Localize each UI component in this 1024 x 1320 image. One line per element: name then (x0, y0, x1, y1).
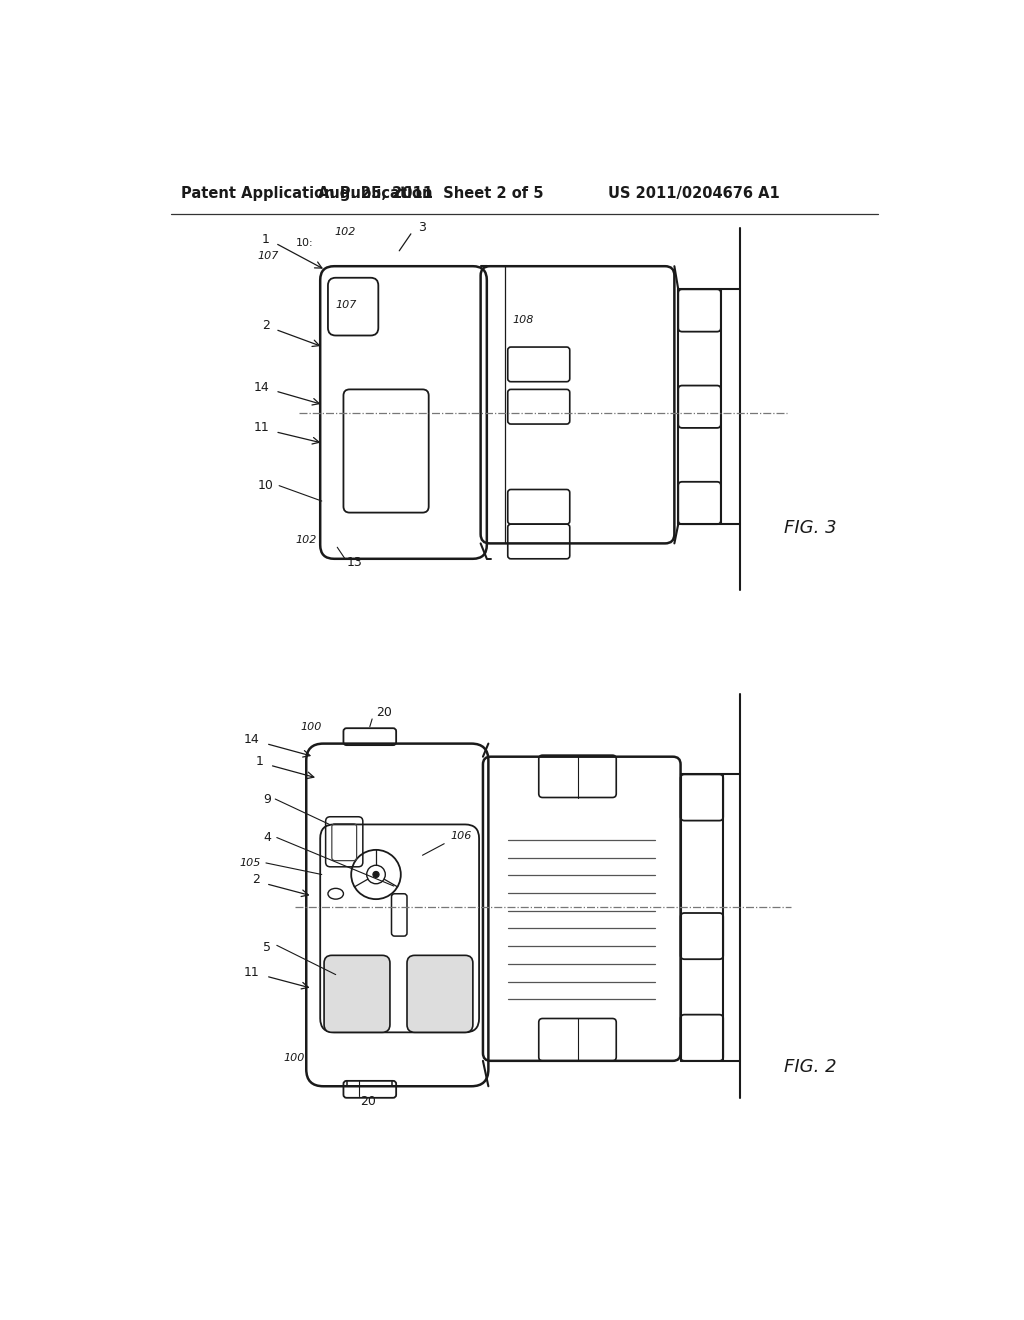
Text: 102: 102 (334, 227, 355, 236)
Text: 2: 2 (252, 874, 260, 887)
FancyBboxPatch shape (407, 956, 473, 1032)
Text: 20: 20 (376, 706, 392, 719)
Text: 14: 14 (244, 733, 260, 746)
Text: 105: 105 (240, 858, 261, 869)
Text: 106: 106 (451, 832, 472, 841)
Text: 100: 100 (300, 722, 322, 731)
Text: 100: 100 (284, 1053, 305, 1063)
Text: 102: 102 (296, 535, 317, 545)
Text: 10: 10 (258, 479, 273, 492)
Text: US 2011/0204676 A1: US 2011/0204676 A1 (608, 186, 780, 202)
Text: 2: 2 (262, 319, 270, 333)
Text: 9: 9 (263, 792, 271, 805)
Text: 1: 1 (262, 232, 270, 246)
Text: Patent Application Publication: Patent Application Publication (180, 186, 432, 202)
Text: 13: 13 (346, 556, 362, 569)
Circle shape (373, 871, 379, 878)
Text: 20: 20 (360, 1096, 376, 1109)
Text: 14: 14 (254, 380, 270, 393)
Text: 107: 107 (336, 300, 357, 310)
Text: FIG. 2: FIG. 2 (783, 1059, 837, 1076)
Text: 1: 1 (256, 755, 263, 768)
Text: 10:: 10: (296, 238, 313, 248)
Text: Aug. 25, 2011  Sheet 2 of 5: Aug. 25, 2011 Sheet 2 of 5 (317, 186, 543, 202)
Text: 108: 108 (513, 315, 534, 325)
Text: FIG. 3: FIG. 3 (783, 519, 837, 537)
Text: 11: 11 (244, 966, 260, 979)
Text: 5: 5 (263, 941, 271, 954)
Text: 11: 11 (254, 421, 270, 434)
Text: 3: 3 (419, 222, 426, 234)
Text: 107: 107 (258, 251, 280, 261)
Text: 4: 4 (263, 832, 271, 843)
FancyBboxPatch shape (324, 956, 390, 1032)
